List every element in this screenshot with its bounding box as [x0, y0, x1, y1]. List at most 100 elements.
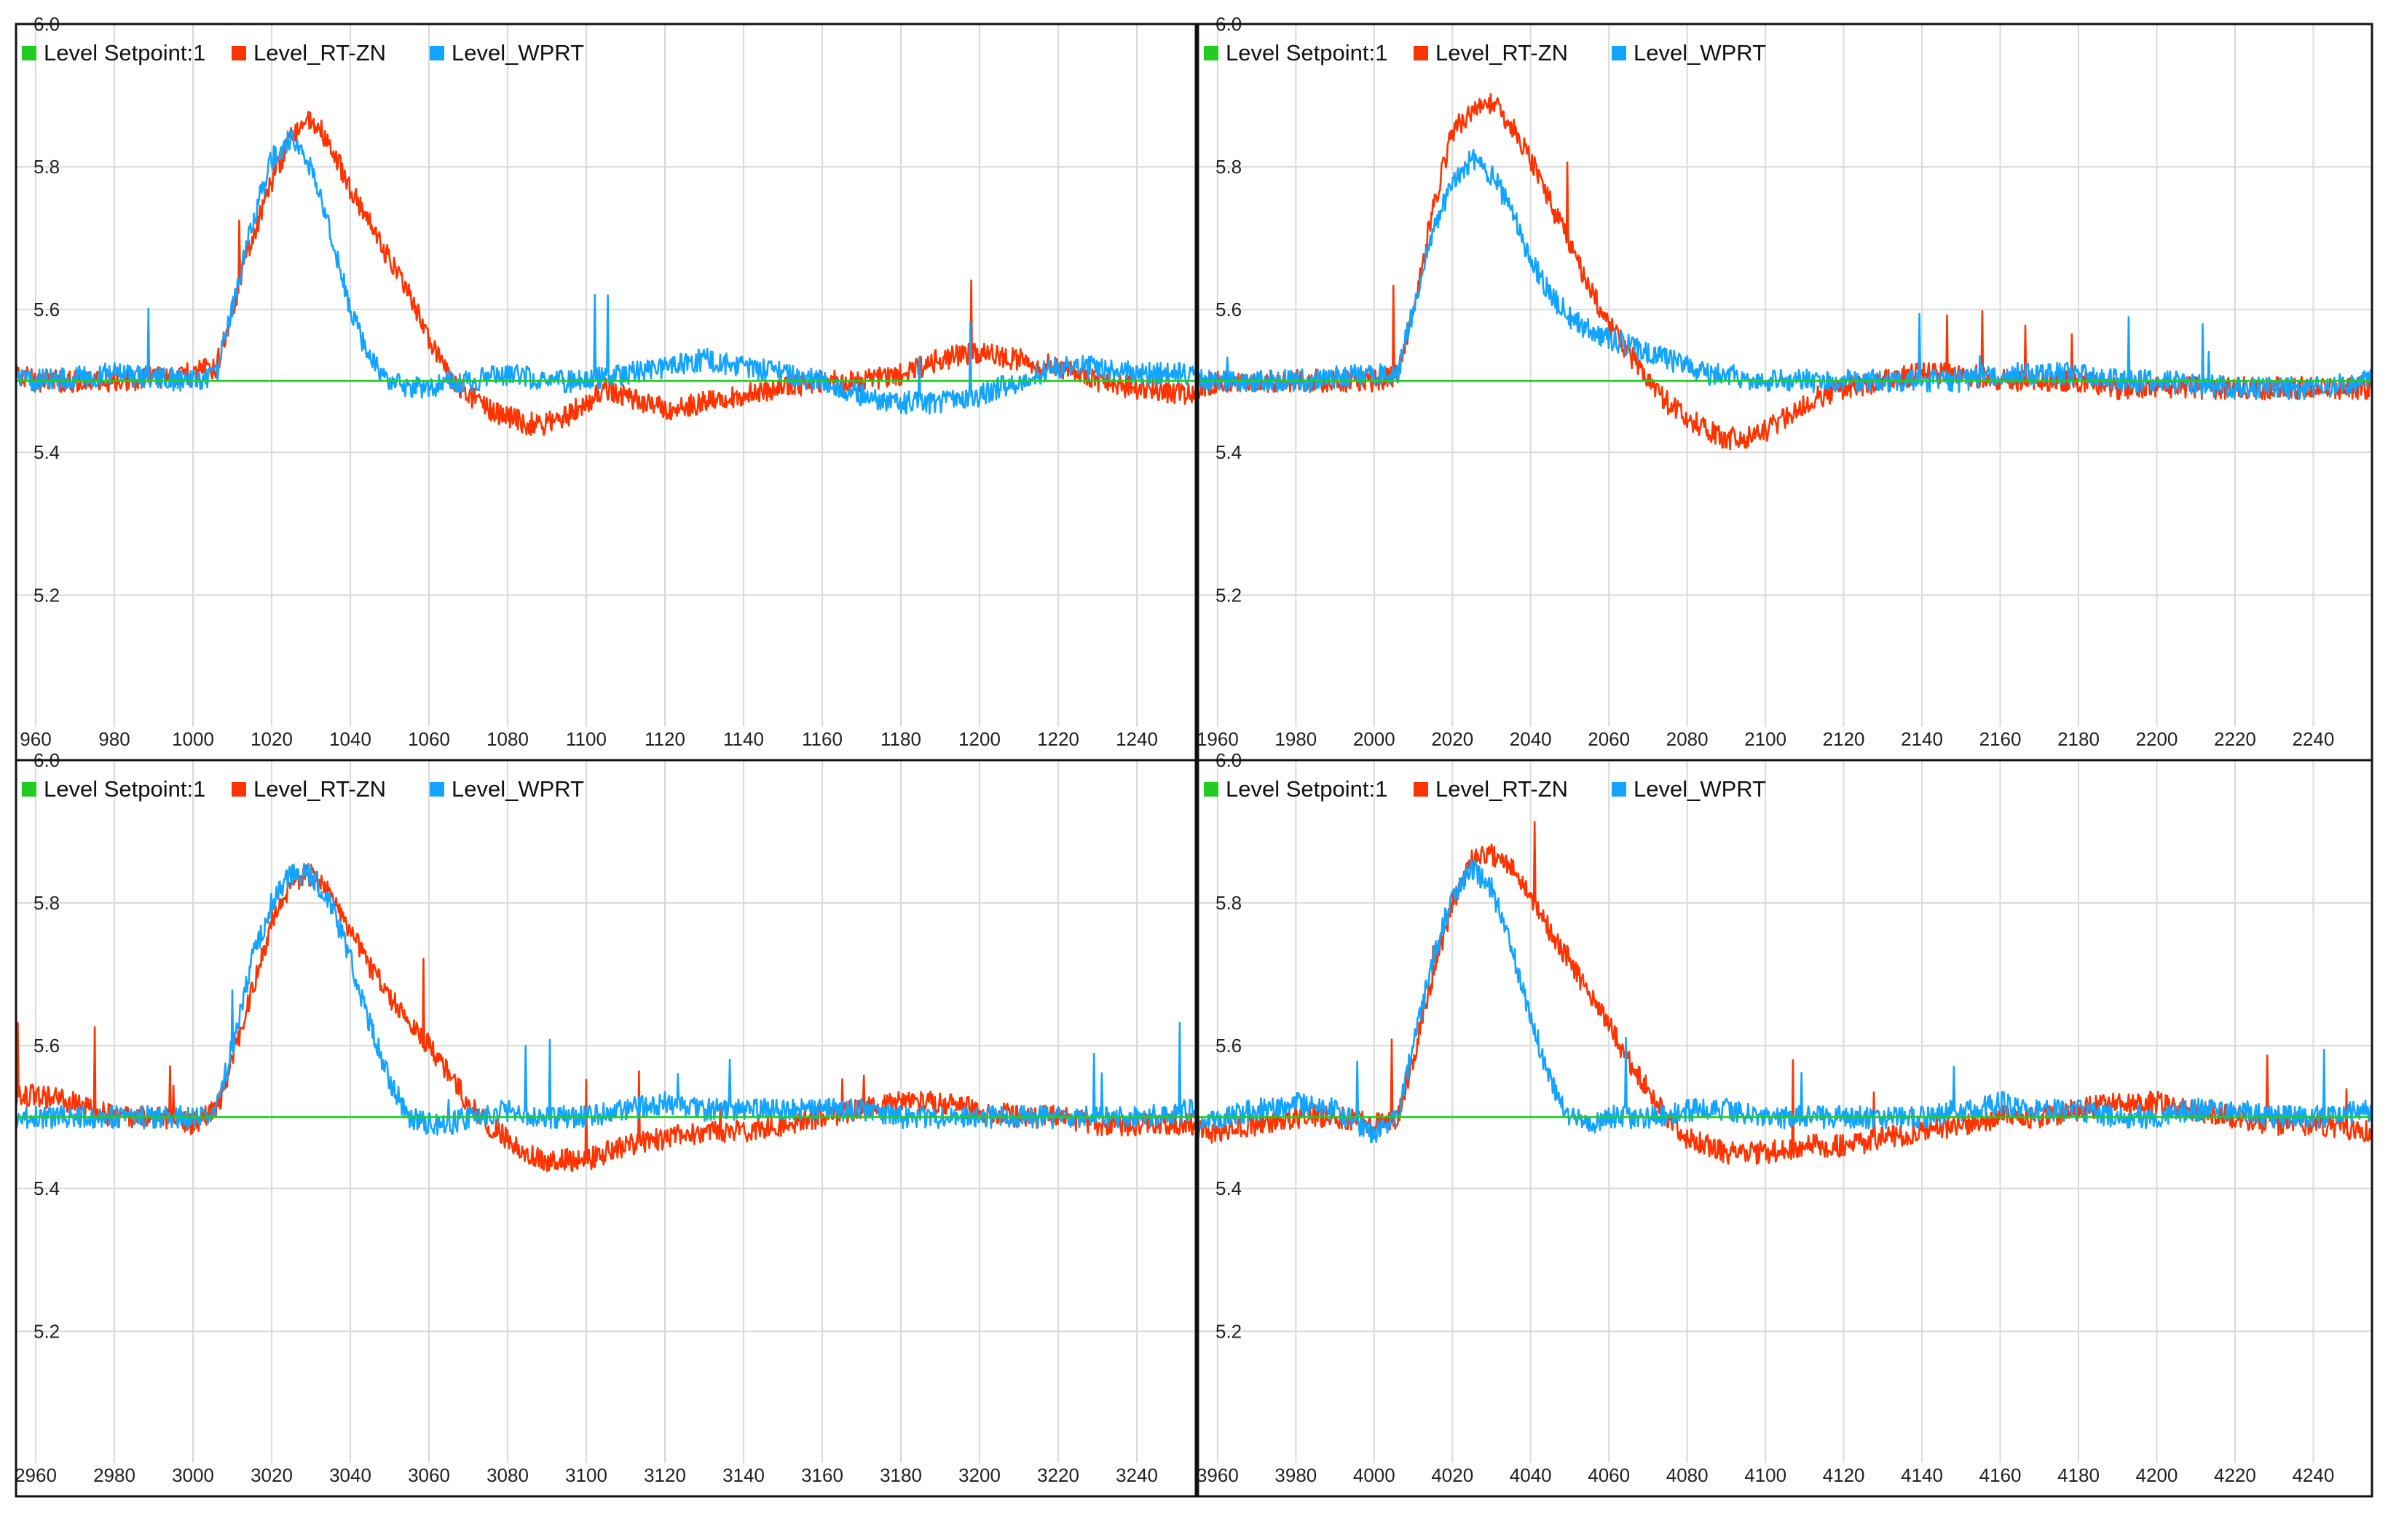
x-tick-label: 2960: [15, 1464, 57, 1486]
y-tick-label: 5.4: [34, 1177, 60, 1199]
x-tick-label: 2120: [1823, 728, 1865, 750]
x-tick-label: 1140: [723, 728, 764, 750]
x-tick-label: 980: [98, 728, 130, 750]
legend-swatch: [232, 782, 246, 797]
x-tick-label: 1040: [329, 728, 371, 750]
series-lines: [1198, 821, 2372, 1165]
x-tick-label: 2140: [1901, 728, 1943, 750]
axis-tick-labels: 2960 2980 3000 3020 3040 3060 3080 3100 3120 3140…: [15, 749, 1158, 1486]
y-tick-label: 5.2: [1215, 1320, 1242, 1342]
x-tick-label: 3060: [408, 1464, 450, 1486]
legend-swatch: [430, 782, 444, 797]
legend-label: Level Setpoint:1: [44, 40, 205, 66]
chart-panel-2: 1960 1980 2000 2020 2040 2060 2080 2100 2120 2140…: [1197, 13, 2373, 762]
x-tick-label: 2040: [1510, 728, 1552, 750]
x-tick-label: 4060: [1588, 1464, 1630, 1486]
x-tick-label: 2220: [2214, 728, 2256, 750]
x-tick-label: 4020: [1431, 1464, 1473, 1486]
x-tick-label: 3980: [1274, 1464, 1317, 1486]
y-tick-label: 5.8: [34, 156, 60, 178]
x-tick-label: 1980: [1274, 728, 1317, 750]
x-tick-label: 3140: [722, 1464, 765, 1486]
x-tick-label: 2980: [93, 1464, 135, 1486]
x-tick-label: 4040: [1510, 1464, 1552, 1486]
x-tick-label: 3220: [1037, 1464, 1079, 1486]
x-tick-label: 4000: [1353, 1464, 1395, 1486]
legend: Level Setpoint:1 Level_RT-ZN Level_WPRT: [22, 40, 584, 66]
legend-label: Level_RT-ZN: [253, 776, 386, 802]
chart-panel-3: 2960 2980 3000 3020 3040 3060 3080 3100 3120 3140…: [15, 749, 1197, 1498]
legend-swatch: [430, 46, 444, 60]
x-tick-label: 4100: [1744, 1464, 1786, 1486]
x-tick-label: 2200: [2136, 728, 2178, 750]
series-lines: [1198, 92, 2372, 451]
legend-label: Level_WPRT: [452, 776, 584, 802]
legend-label: Level Setpoint:1: [44, 776, 205, 802]
x-tick-label: 4180: [2057, 1464, 2100, 1486]
x-tick-label: 4120: [1823, 1464, 1865, 1486]
legend-swatch: [1204, 46, 1218, 60]
x-tick-label: 1220: [1037, 728, 1079, 750]
x-tick-label: 3040: [329, 1464, 371, 1486]
y-tick-label: 5.6: [1215, 1035, 1242, 1057]
series-lines: [16, 111, 1196, 436]
legend-label: Level_WPRT: [1634, 776, 1766, 802]
x-tick-label: 3080: [486, 1464, 529, 1486]
legend-swatch: [232, 46, 246, 60]
x-tick-label: 4240: [2292, 1464, 2334, 1486]
x-tick-label: 3160: [801, 1464, 843, 1486]
x-tick-label: 1200: [958, 728, 1001, 750]
x-tick-label: 1080: [486, 728, 529, 750]
x-tick-label: 3100: [565, 1464, 607, 1486]
panel-frame: [15, 759, 1197, 1498]
legend-label: Level_RT-ZN: [1435, 40, 1568, 66]
x-tick-label: 4160: [1979, 1464, 2022, 1486]
x-tick-label: 2080: [1666, 728, 1709, 750]
legend-swatch: [1204, 782, 1218, 797]
x-tick-label: 1060: [408, 728, 450, 750]
y-tick-label: 5.4: [34, 441, 60, 463]
plot-background: [16, 760, 1196, 1496]
x-tick-label: 2160: [1979, 728, 2022, 750]
x-tick-label: 1000: [172, 728, 214, 750]
legend-swatch: [22, 46, 36, 60]
legend-label: Level_RT-ZN: [1435, 776, 1568, 802]
series-lines: [16, 862, 1196, 1172]
x-tick-label: 1180: [880, 728, 921, 750]
x-tick-label: 2180: [2057, 728, 2100, 750]
panel-frame: [1197, 759, 2373, 1498]
series-line-rt-zn: [16, 111, 1196, 436]
x-tick-label: 3960: [1197, 1464, 1239, 1486]
x-tick-label: 1960: [1197, 728, 1239, 750]
legend-label: Level_WPRT: [1634, 40, 1766, 66]
chart-panel-4: 3960 3980 4000 4020 4040 4060 4080 4100 4120 4140…: [1197, 749, 2373, 1498]
x-tick-label: 3120: [644, 1464, 686, 1486]
x-tick-label: 4140: [1901, 1464, 1943, 1486]
legend-swatch: [1414, 46, 1428, 60]
y-tick-label: 5.4: [1215, 1177, 1242, 1199]
y-tick-label: 5.8: [34, 892, 60, 914]
x-tick-label: 960: [20, 728, 51, 750]
legend-swatch: [22, 782, 36, 797]
x-tick-label: 2060: [1588, 728, 1630, 750]
x-tick-label: 3200: [958, 1464, 1001, 1486]
series-line-wprt: [1198, 149, 2372, 400]
x-tick-label: 2020: [1431, 728, 1473, 750]
x-tick-label: 1160: [802, 728, 843, 750]
x-tick-label: 2100: [1744, 728, 1786, 750]
legend: Level Setpoint:1 Level_RT-ZN Level_WPRT: [1204, 40, 1766, 66]
x-tick-label: 2240: [2292, 728, 2334, 750]
legend: Level Setpoint:1 Level_RT-ZN Level_WPRT: [1204, 776, 1766, 802]
y-tick-label: 5.2: [1215, 584, 1242, 606]
x-tick-label: 1020: [251, 728, 293, 750]
chart-panel-1: 960 980 1000 1020 1040 1060 1080 1100 1120 1140 11…: [15, 13, 1197, 762]
y-tick-label: 5.8: [1215, 892, 1242, 914]
x-tick-label: 1100: [566, 728, 607, 750]
x-tick-label: 4220: [2214, 1464, 2256, 1486]
legend-label: Level Setpoint:1: [1226, 40, 1387, 66]
axis-tick-labels: 3960 3980 4000 4020 4040 4060 4080 4100 4120 4140…: [1197, 749, 2334, 1486]
legend-label: Level_WPRT: [452, 40, 584, 66]
y-tick-label: 5.2: [34, 1320, 60, 1342]
legend: Level Setpoint:1 Level_RT-ZN Level_WPRT: [22, 776, 584, 802]
